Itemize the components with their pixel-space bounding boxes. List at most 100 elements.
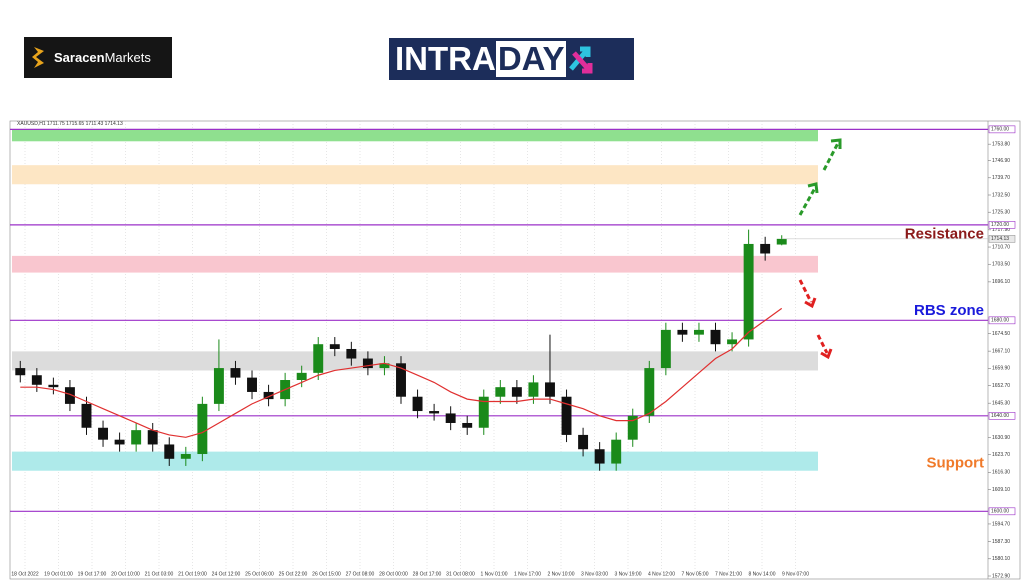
candle-body xyxy=(48,384,59,388)
candle-body xyxy=(611,439,622,464)
candle-body xyxy=(329,344,340,349)
candle-body xyxy=(230,368,241,378)
y-tick-label: 1696.10 xyxy=(992,279,1010,285)
time-label: 27 Oct 08:00 xyxy=(346,571,375,577)
banner-text-2: DAY xyxy=(495,40,567,77)
time-label: 9 Nov 07:00 xyxy=(782,571,809,577)
level-label: 1680.00 xyxy=(991,318,1009,324)
time-label: 21 Oct 03:00 xyxy=(145,571,174,577)
candle-body xyxy=(313,344,324,373)
candle-body xyxy=(180,454,191,459)
time-label: 31 Oct 08:00 xyxy=(446,571,475,577)
time-label: 25 Oct 06:00 xyxy=(245,571,274,577)
y-tick-label: 1572.90 xyxy=(992,573,1010,579)
y-tick-label: 1594.70 xyxy=(992,521,1010,527)
candle-body xyxy=(644,368,655,416)
y-tick-label: 1652.70 xyxy=(992,383,1010,389)
arrow-up xyxy=(822,142,840,171)
annotation: Resistance xyxy=(905,225,984,242)
chart-header: XAUUSD,H1 1711.75 1715.65 1711.43 1714.1… xyxy=(17,121,123,127)
candle-body xyxy=(379,363,390,369)
candle-body xyxy=(81,403,92,428)
moving-average xyxy=(20,307,783,438)
candle-body xyxy=(545,382,555,397)
candle-body xyxy=(511,387,522,397)
candle-body xyxy=(98,427,109,440)
candle-body xyxy=(147,430,158,445)
level-label: 1760.00 xyxy=(991,127,1009,133)
arrow-down xyxy=(798,279,813,303)
y-tick-label: 1645.30 xyxy=(992,400,1010,406)
time-label: 19 Oct 01:00 xyxy=(44,571,73,577)
y-tick-label: 1732.50 xyxy=(992,192,1010,198)
time-label: 2 Nov 10:00 xyxy=(548,571,575,577)
brand-logo: SaracenMarkets xyxy=(24,37,172,78)
candle-body xyxy=(362,358,373,369)
y-tick-label: 1616.30 xyxy=(992,470,1010,476)
candle-body xyxy=(31,375,42,385)
time-label: 7 Nov 05:00 xyxy=(682,571,709,577)
candle-body xyxy=(760,243,771,254)
y-tick-label: 1753.80 xyxy=(992,141,1010,147)
time-label: 1 Nov 17:00 xyxy=(514,571,541,577)
candle-body xyxy=(131,430,142,445)
level-label: 1600.00 xyxy=(991,509,1009,515)
candle-body xyxy=(578,434,589,450)
candle-body xyxy=(64,387,75,404)
level-label-box xyxy=(988,316,1016,325)
header-low: 1711.43 xyxy=(86,121,104,127)
time-label: 24 Oct 12:00 xyxy=(212,571,241,577)
candle-body xyxy=(346,348,357,359)
y-tick-label: 1587.30 xyxy=(992,539,1010,545)
candle-body xyxy=(247,377,257,392)
time-label: 19 Oct 17:00 xyxy=(78,571,107,577)
y-tick-label: 1746.90 xyxy=(992,158,1010,164)
y-tick-label: 1710.70 xyxy=(992,244,1010,250)
time-label: 21 Oct 19:00 xyxy=(178,571,207,577)
chart-frame xyxy=(9,120,1021,580)
banner: INTRA DAY xyxy=(389,38,634,80)
y-tick-label: 1739.70 xyxy=(992,175,1010,181)
time-label: 4 Nov 12:00 xyxy=(648,571,675,577)
y-tick-label: 1623.70 xyxy=(992,452,1010,458)
y-tick-label: 1609.10 xyxy=(992,487,1010,493)
arrow-up xyxy=(798,187,817,216)
level-label: 1720.00 xyxy=(991,222,1009,228)
banner-arrows xyxy=(569,46,593,74)
zone xyxy=(12,451,818,471)
arrow-down xyxy=(816,334,829,354)
level-label-box xyxy=(988,507,1016,516)
annotation: Support xyxy=(927,455,985,472)
y-tick-label: 1630.90 xyxy=(992,435,1010,441)
time-label: 7 Nov 21:00 xyxy=(715,571,742,577)
arrow-head xyxy=(804,297,817,309)
arrow-head xyxy=(830,138,842,149)
time-label: 1 Nov 01:00 xyxy=(481,571,508,577)
candle-body xyxy=(594,449,605,464)
level-label: 1640.00 xyxy=(991,413,1009,419)
time-label: 3 Nov 19:00 xyxy=(615,571,642,577)
time-label: 28 Oct 00:00 xyxy=(379,571,408,577)
y-tick-label: 1659.90 xyxy=(992,366,1010,372)
candle-body xyxy=(164,444,175,459)
time-label: 26 Oct 15:00 xyxy=(312,571,341,577)
banner-text-1: INTRA xyxy=(395,40,496,77)
candle-body xyxy=(114,439,125,445)
arrow-head xyxy=(807,182,819,194)
level-label-box xyxy=(988,221,1016,229)
level-label-box xyxy=(988,412,1016,420)
candle-body xyxy=(445,413,456,423)
header-close: 1714.13 xyxy=(105,121,123,127)
arrows xyxy=(798,138,842,360)
time-label: 28 Oct 17:00 xyxy=(413,571,442,577)
symbol: XAUUSD,H1 xyxy=(17,121,46,127)
annotation: RBS zone xyxy=(914,302,984,319)
candle-body xyxy=(478,396,489,428)
candle-body xyxy=(495,387,506,397)
time-label: 8 Nov 14:00 xyxy=(749,571,776,577)
y-tick-label: 1667.10 xyxy=(992,348,1010,354)
candle-body xyxy=(660,329,671,369)
y-tick-label: 1725.30 xyxy=(992,210,1010,216)
zone xyxy=(12,129,818,142)
